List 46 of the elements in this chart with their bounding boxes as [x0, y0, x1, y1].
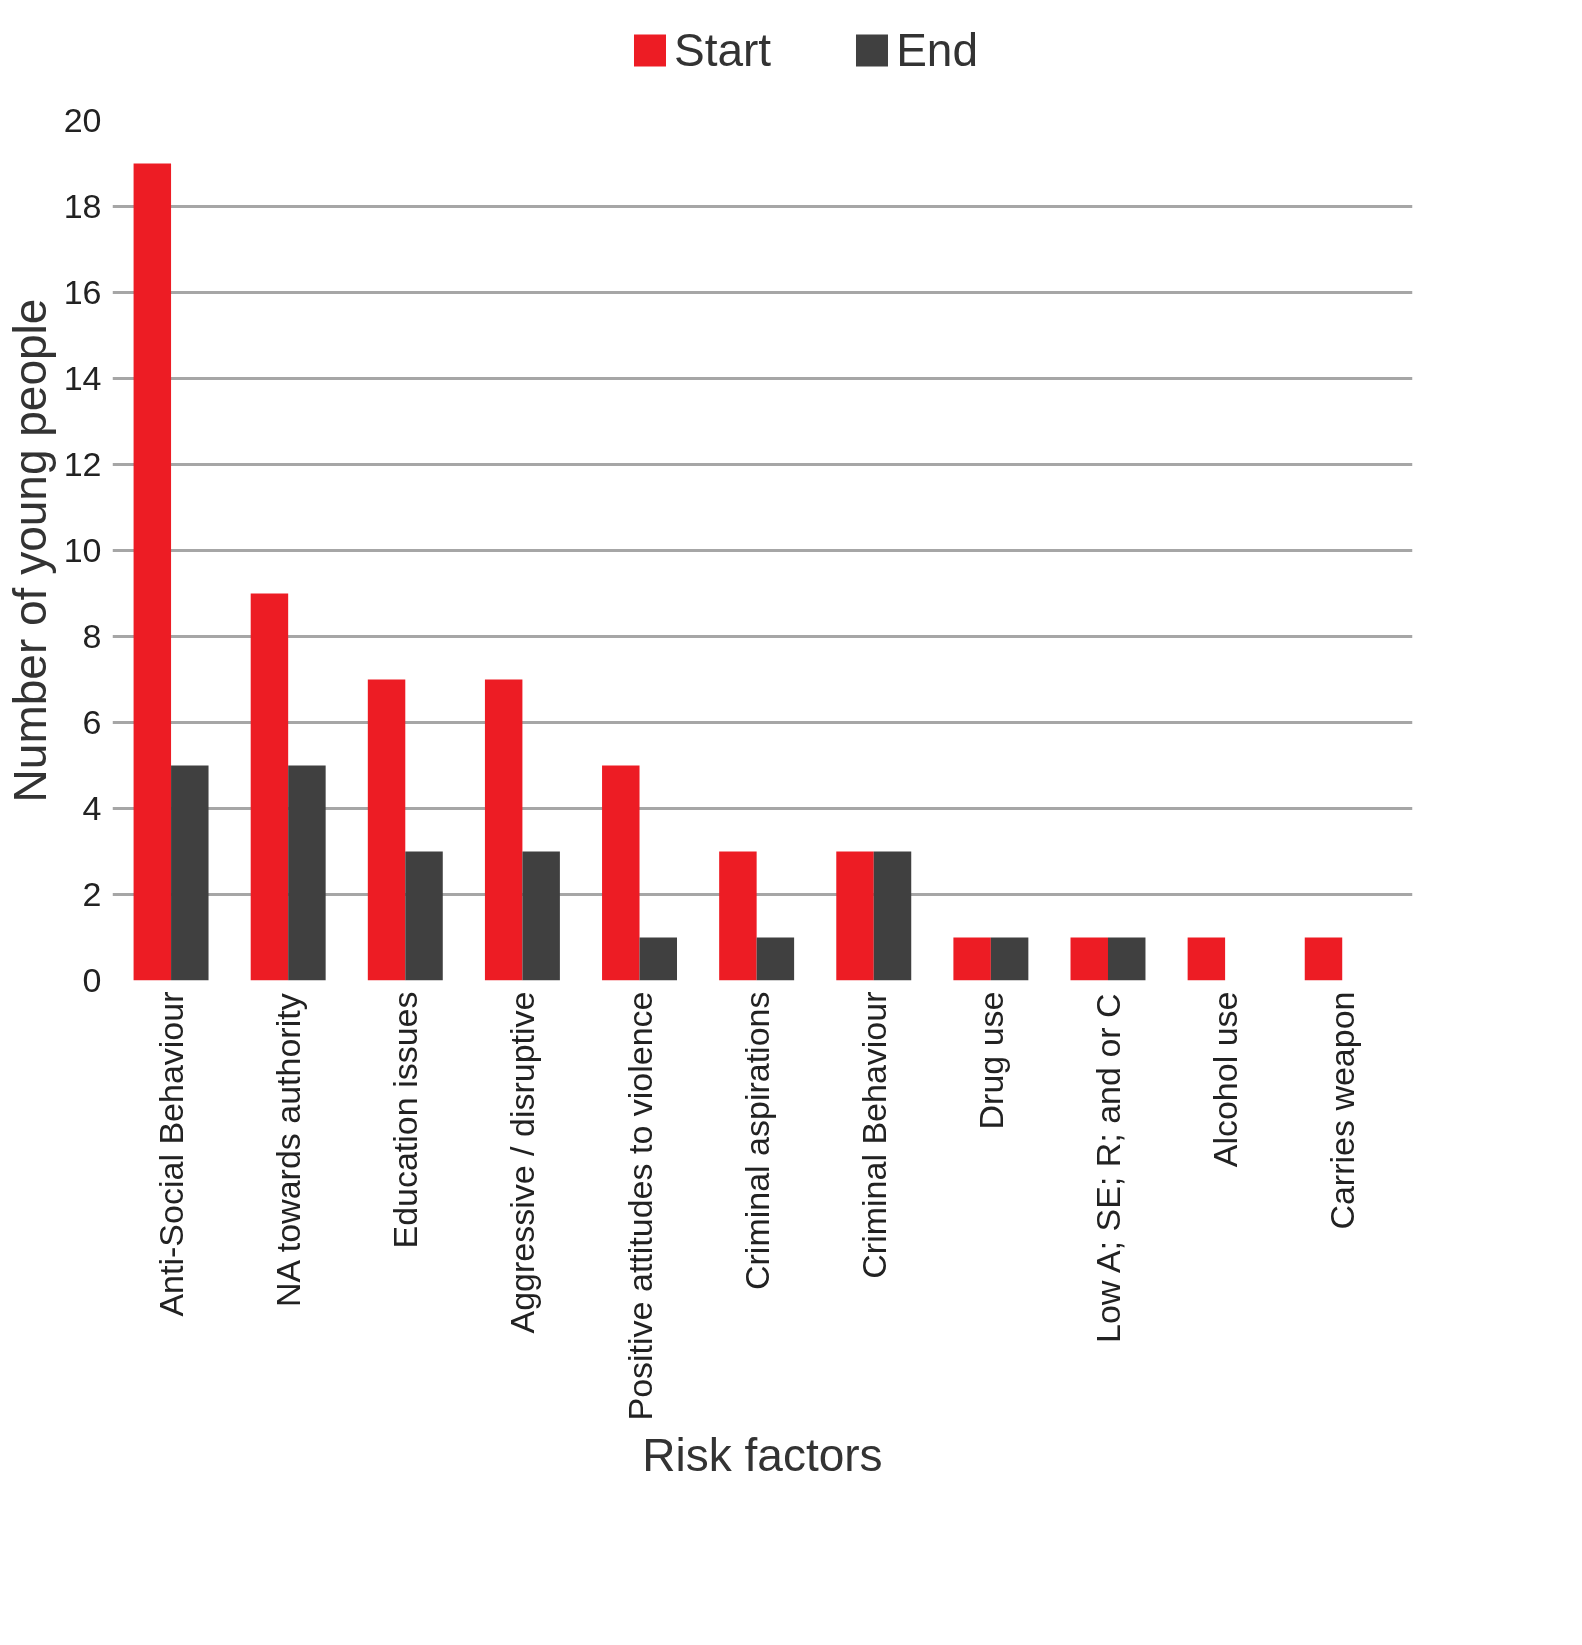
bar	[1070, 937, 1108, 981]
y-tick-label: 6	[82, 703, 102, 741]
bar	[484, 679, 523, 981]
bar	[602, 765, 640, 981]
x-axis-title: Risk factors	[642, 1428, 883, 1481]
x-tick-label: Aggressive / disruptive	[503, 991, 542, 1334]
bar	[522, 851, 560, 981]
x-tick-label: Anti-Social Behaviour	[152, 991, 191, 1317]
bar	[990, 937, 1029, 981]
bar	[1108, 937, 1146, 981]
bar	[836, 851, 874, 981]
bar	[953, 937, 991, 981]
y-tick-label: 4	[82, 789, 102, 827]
y-axis-title: Number of young people	[3, 298, 56, 803]
x-tick-label: Low A; SE; R; and or C	[1089, 993, 1127, 1343]
y-tick-label: 16	[63, 273, 102, 311]
y-tick-label: 10	[63, 531, 102, 569]
bar	[405, 851, 443, 981]
x-tick-label: Drug use	[971, 991, 1010, 1130]
x-tick-label: Alcohol use	[1206, 991, 1245, 1168]
x-tick-label: Criminal aspirations	[737, 991, 776, 1291]
x-tick-label: Criminal Behaviour	[854, 991, 893, 1279]
bar	[133, 163, 172, 981]
bar	[288, 765, 326, 981]
legend-label: Start	[673, 23, 772, 77]
y-tick-label: 18	[63, 187, 102, 225]
y-tick-label: 8	[82, 617, 102, 655]
y-tick-label: 0	[82, 961, 102, 999]
bar	[756, 937, 795, 981]
bar	[367, 679, 406, 981]
y-tick-label: 14	[63, 359, 102, 397]
x-tick-label: Positive attitudes to violence	[620, 991, 659, 1421]
bar	[171, 765, 209, 981]
x-tick-label: Education issues	[386, 991, 425, 1249]
bar	[1187, 937, 1226, 981]
y-tick-label: 20	[63, 101, 102, 139]
bar	[639, 937, 677, 981]
bar	[719, 851, 757, 981]
bar	[250, 593, 289, 981]
bar	[1304, 937, 1343, 981]
bar	[873, 851, 912, 981]
x-tick-label: NA towards authority	[269, 993, 308, 1308]
y-tick-label: 2	[82, 875, 102, 913]
y-tick-label: 12	[63, 445, 102, 483]
x-tick-label: Carries weapon	[1323, 991, 1362, 1230]
legend-label: End	[896, 23, 979, 77]
